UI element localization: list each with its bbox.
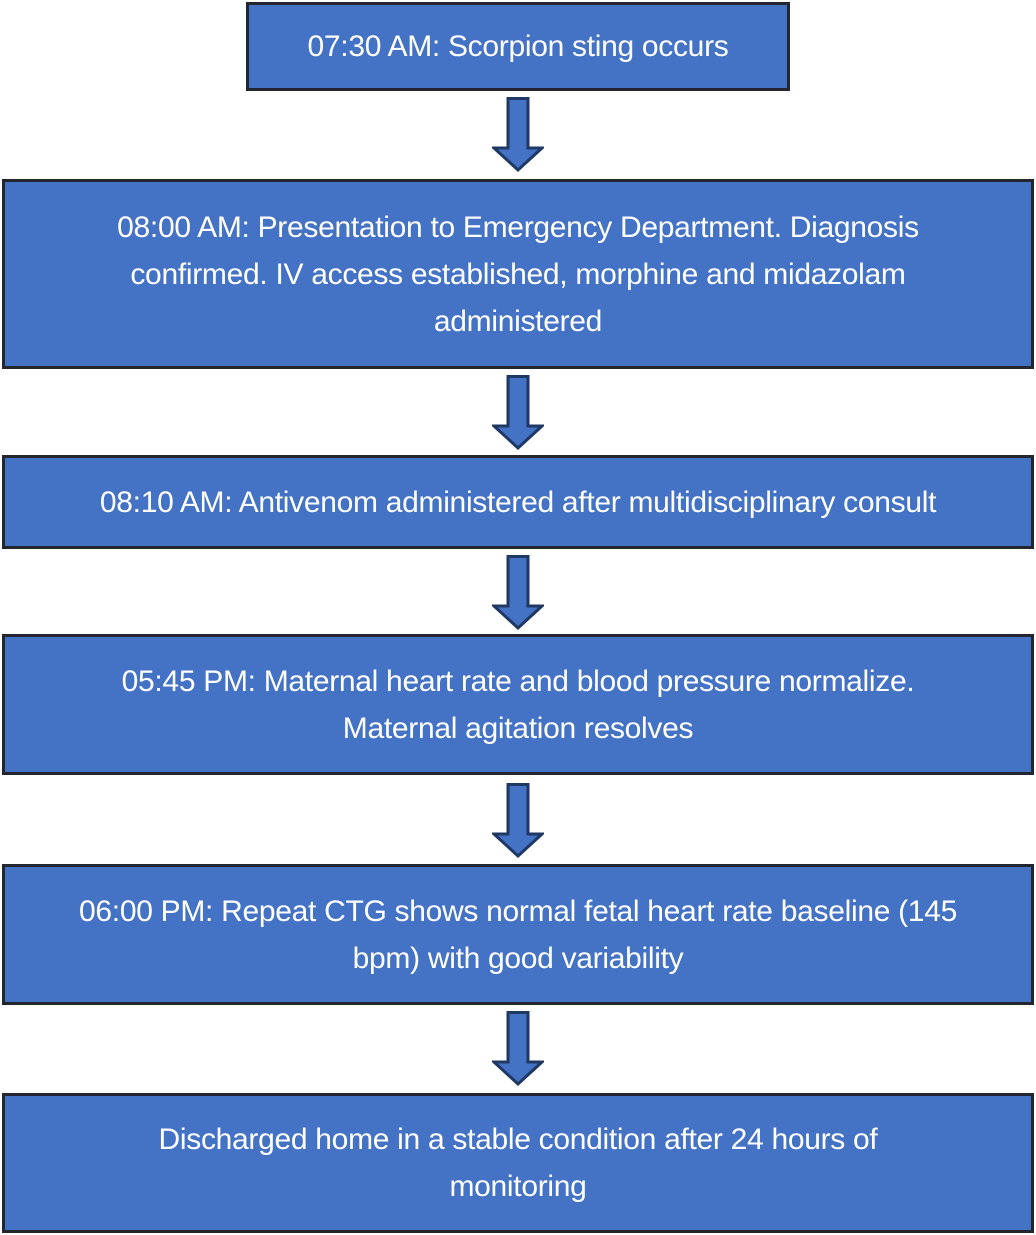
step-label-4: 05:45 PM: Maternal heart rate and blood … [121,664,915,745]
step-label-6: Discharged home in a stable condition af… [158,1123,878,1203]
down-arrow-icon-5 [492,1011,544,1086]
step-box-1: 07:30 AM: Scorpion sting occurs [246,2,790,91]
down-arrow-icon-1 [492,97,544,172]
step-label-3: 08:10 AM: Antivenom administered after m… [99,485,937,519]
step-label-2: 08:00 AM: Presentation to Emergency Depa… [117,210,919,338]
step-label-1: 07:30 AM: Scorpion sting occurs [307,30,729,63]
down-arrow-icon-3 [492,555,544,630]
step-box-3: 08:10 AM: Antivenom administered after m… [2,455,1034,549]
down-arrow-icon-2 [492,375,544,450]
step-box-2: 08:00 AM: Presentation to Emergency Depa… [2,179,1034,369]
step-label-5: 06:00 PM: Repeat CTG shows normal fetal … [79,894,957,975]
down-arrow-icon-4 [492,783,544,858]
step-box-6: Discharged home in a stable condition af… [2,1093,1034,1233]
step-box-5: 06:00 PM: Repeat CTG shows normal fetal … [2,864,1034,1005]
step-box-4: 05:45 PM: Maternal heart rate and blood … [2,634,1034,775]
